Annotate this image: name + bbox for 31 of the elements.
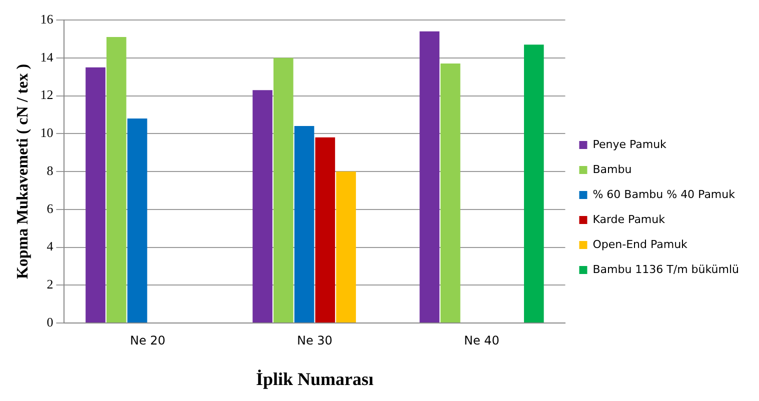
bar — [86, 67, 106, 322]
y-tick-label: 12 — [40, 87, 54, 102]
legend-label: Penye Pamuk — [592, 138, 668, 151]
bar — [294, 126, 314, 322]
y-tick-label: 6 — [46, 200, 54, 216]
bar — [127, 118, 148, 322]
y-tick-label: 8 — [46, 162, 54, 178]
y-tick-label: 16 — [40, 11, 54, 26]
y-tick-label: 14 — [40, 49, 54, 64]
y-tick-label: 10 — [40, 125, 54, 140]
bar — [420, 31, 440, 322]
y-tick-label: 4 — [46, 238, 54, 254]
y-tick-label: 2 — [46, 276, 54, 292]
x-tick-label: Ne 20 — [130, 333, 166, 348]
bar — [524, 44, 544, 322]
bar — [336, 172, 356, 322]
y-tick-label: 0 — [46, 314, 54, 330]
legend-label: Bambu — [592, 162, 632, 176]
legend-label: Bambu 1136 T/m bükümlü — [592, 262, 740, 276]
legend-label: Open-End Pamuk — [592, 238, 688, 251]
legend-label: % 60 Bambu % 40 Pamuk — [592, 188, 736, 201]
bar — [252, 90, 272, 322]
x-tick-label: Ne 30 — [296, 333, 332, 348]
x-tick-label: Ne 40 — [464, 333, 500, 348]
bar — [273, 58, 294, 322]
legend-label: Karde Pamuk — [592, 212, 666, 226]
bar — [106, 37, 126, 322]
bar — [315, 137, 336, 322]
bar — [440, 64, 460, 322]
x-axis-title: İplik Numarası — [256, 368, 374, 389]
y-axis-title: Kopma Mukavemeti ( cN / tex ) — [14, 64, 32, 280]
